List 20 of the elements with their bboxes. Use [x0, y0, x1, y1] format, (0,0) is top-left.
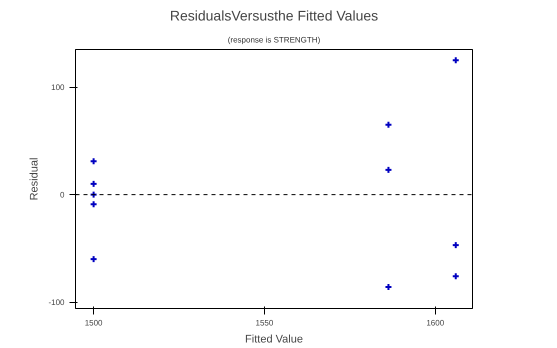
point: [90, 255, 98, 264]
point: [90, 180, 98, 188]
point: [452, 241, 460, 250]
point: [384, 120, 392, 129]
y-tick-label: 100: [51, 83, 66, 92]
y-tick-label: 0: [60, 190, 66, 200]
point: [90, 157, 98, 166]
point: [90, 200, 98, 208]
point: [90, 190, 98, 199]
x-tick-label: 1500: [84, 318, 104, 328]
x-axis-title: Fitted Value: [245, 334, 303, 346]
x-tick-label: 1600: [426, 318, 445, 328]
x-tick-label: 1550: [256, 318, 274, 328]
point: [452, 272, 460, 280]
point: [452, 56, 460, 64]
y-tick-label: -100: [48, 298, 66, 308]
chart-title: ResidualsVersusthe Fitted Values: [170, 8, 378, 24]
chart-subtitle: (response is STRENGTH): [228, 36, 321, 44]
point: [384, 166, 392, 174]
y-axis-title: Residual: [28, 158, 40, 200]
